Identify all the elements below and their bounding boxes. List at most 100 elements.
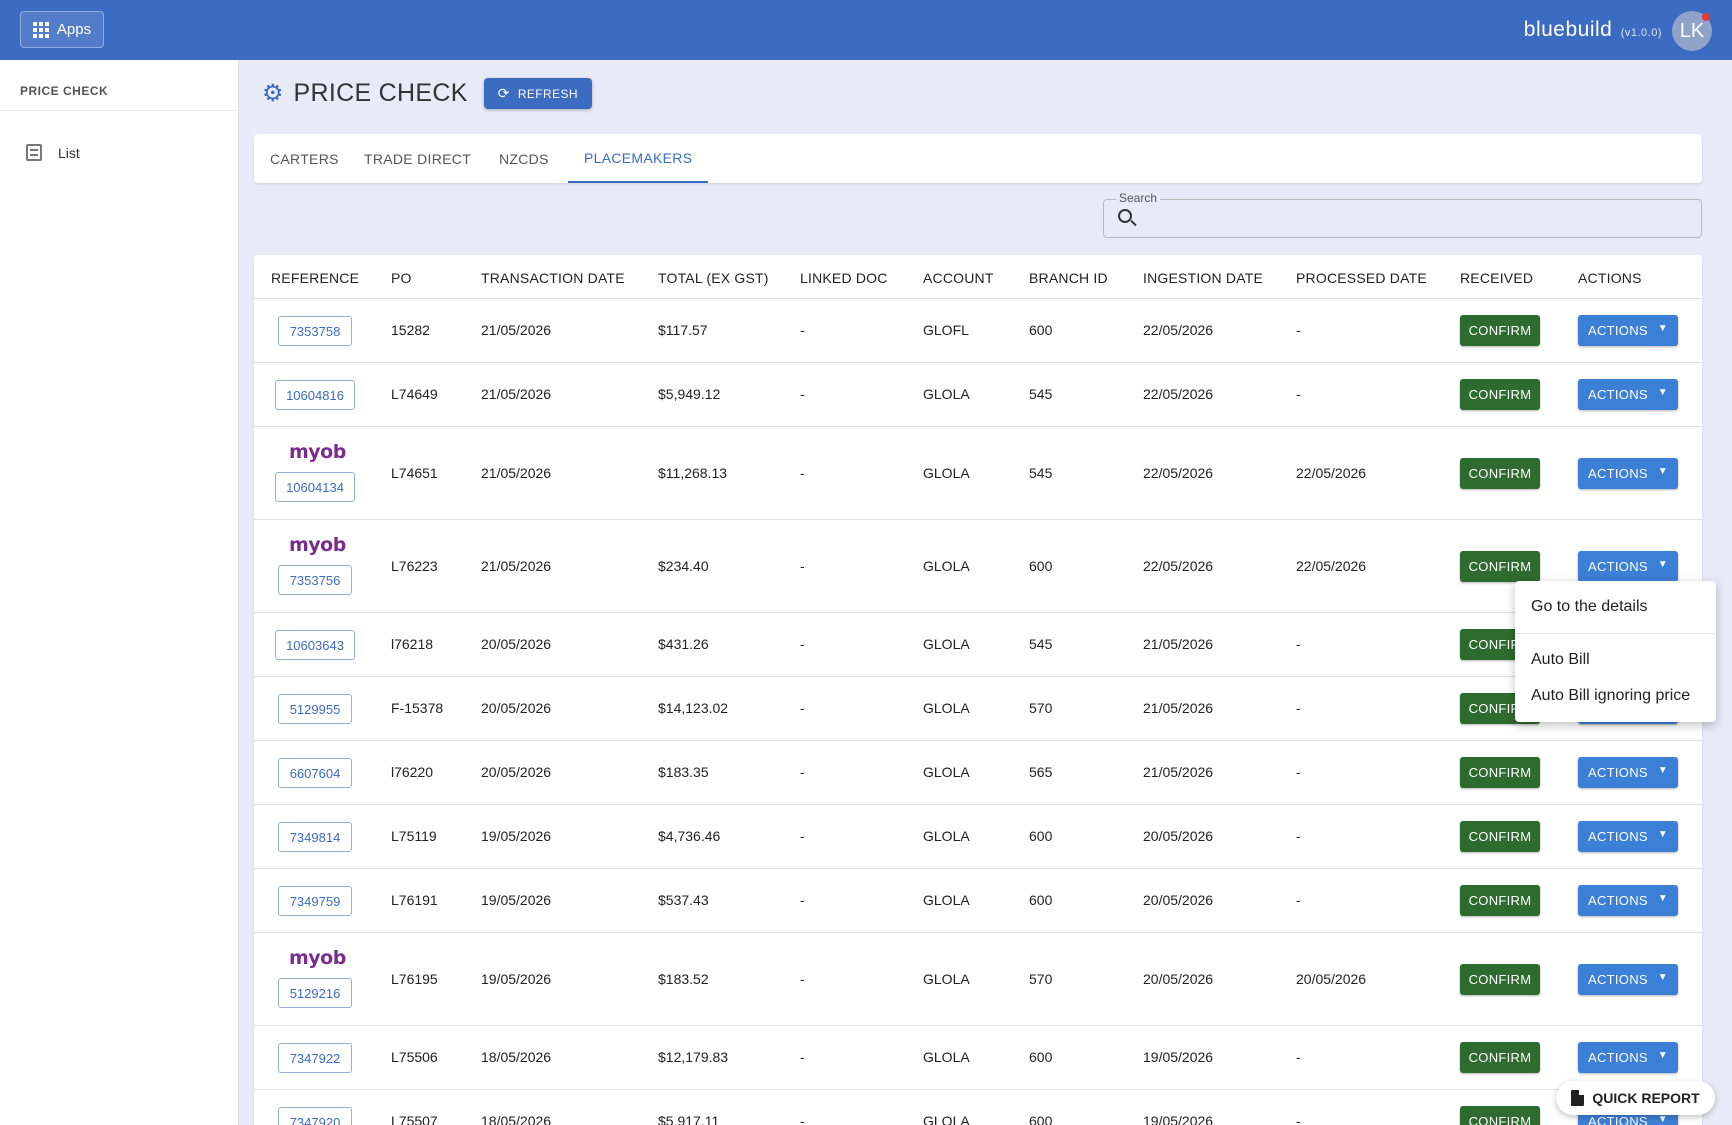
cell-tdate: 20/05/2026 [481,700,552,716]
sidebar-item-list[interactable]: List [26,144,80,161]
myob-logo: myob [289,947,346,969]
cell-linked: - [800,892,805,908]
cell-total: $14,123.02 [658,700,729,716]
transactions-table: REFERENCE PO TRANSACTION DATE TOTAL (EX … [254,255,1702,1125]
cell-pdate: 22/05/2026 [1296,557,1367,574]
confirm-button[interactable]: CONFIRM [1460,963,1540,995]
cell-tdate: 21/05/2026 [481,557,552,574]
actions-dropdown-button[interactable]: ACTIONS ▼ [1578,1042,1678,1073]
reference-link[interactable]: 7353756 [278,565,352,595]
reference-link[interactable]: 5129216 [278,978,352,1008]
actions-label: ACTIONS [1588,558,1648,574]
reference-link[interactable]: 5129955 [278,694,352,724]
quick-report-button[interactable]: QUICK REPORT [1556,1081,1715,1115]
confirm-button[interactable]: CONFIRM [1460,457,1540,489]
app-version: (v1.0.0) [1620,27,1662,39]
apps-label: Apps [56,21,92,38]
cell-total: $12,179.83 [658,1049,729,1065]
tab-carters[interactable]: CARTERS [270,150,339,167]
caret-down-icon: ▼ [1657,1050,1668,1061]
cell-total: $431.26 [658,636,709,652]
cell-linked: - [800,322,805,338]
confirm-button[interactable]: CONFIRM [1460,379,1540,410]
th-actions: ACTIONS [1578,270,1642,286]
th-ingestion-date: INGESTION DATE [1143,270,1263,286]
cell-tdate: 19/05/2026 [481,970,552,987]
cell-tdate: 20/05/2026 [481,636,552,652]
reference-link[interactable]: 7347922 [278,1043,352,1073]
caret-down-icon: ▼ [1657,465,1668,477]
apps-button[interactable]: Apps [20,11,104,48]
reference-link[interactable]: 6607604 [278,758,352,788]
cell-po: L76191 [391,892,438,908]
myob-logo: myob [289,534,346,556]
actions-label: ACTIONS [1588,829,1648,844]
search-field[interactable]: Search [1103,191,1702,238]
cell-account: GLOLA [923,700,970,716]
reference-link[interactable]: 10603643 [275,630,355,660]
reference-link[interactable]: 10604134 [275,472,355,502]
search-label: Search [1116,191,1161,205]
actions-dropdown-button[interactable]: ACTIONS ▼ [1578,550,1678,582]
sidebar: PRICE CHECK List [0,60,239,1125]
confirm-button[interactable]: CONFIRM [1460,757,1540,788]
reference-link[interactable]: 7353758 [278,316,352,346]
search-input[interactable] [1144,206,1684,232]
confirm-button[interactable]: CONFIRM [1460,821,1540,852]
th-linked-doc: LINKED DOC [800,270,888,286]
reference-link[interactable]: 7349759 [278,886,352,916]
sidebar-item-label: List [58,144,80,161]
reference-link[interactable]: 10604816 [275,380,355,410]
actions-dropdown-button[interactable]: ACTIONS ▼ [1578,315,1678,346]
actions-dropdown-button[interactable]: ACTIONS ▼ [1578,963,1678,995]
actions-dropdown-button[interactable]: ACTIONS ▼ [1578,821,1678,852]
refresh-button[interactable]: ⟳ REFRESH [483,78,592,109]
tab-nzcds[interactable]: NZCDS [499,150,549,167]
cell-linked: - [800,464,805,481]
cell-pdate: 22/05/2026 [1296,464,1367,481]
actions-dropdown-button[interactable]: ACTIONS ▼ [1578,379,1678,410]
caret-down-icon: ▼ [1657,893,1668,904]
cell-tdate: 21/05/2026 [481,386,552,402]
actions-dropdown-button[interactable]: ACTIONS ▼ [1578,885,1678,916]
confirm-button[interactable]: CONFIRM [1460,1106,1540,1125]
cell-branch: 545 [1029,386,1053,402]
menu-divider [1515,633,1716,634]
confirm-button[interactable]: CONFIRM [1460,1042,1540,1073]
cell-pdate: - [1296,1113,1301,1125]
caret-down-icon: ▼ [1657,829,1668,840]
cell-account: GLOLA [923,464,970,481]
cell-po: l76218 [391,636,434,652]
actions-label: ACTIONS [1588,893,1648,908]
cell-linked: - [800,764,805,780]
tab-trade-direct[interactable]: TRADE DIRECT [364,150,472,167]
cell-total: $4,736.46 [658,828,721,844]
user-avatar[interactable]: LK [1672,11,1712,51]
table-row: myob 7353756 L76223 21/05/2026 $234.40 - GLOLA… [254,520,1702,613]
confirm-button[interactable]: CONFIRM [1460,550,1540,582]
cell-account: GLOFL [923,322,969,338]
cell-account: GLOLA [923,970,970,987]
search-icon [1118,209,1132,223]
cell-branch: 600 [1029,557,1053,574]
reference-link[interactable]: 7347920 [278,1107,352,1125]
reference-link[interactable]: 7349814 [278,822,352,852]
actions-dropdown-button[interactable]: ACTIONS ▼ [1578,457,1678,489]
confirm-button[interactable]: CONFIRM [1460,315,1540,346]
actions-label: ACTIONS [1588,971,1648,987]
caret-down-icon: ▼ [1657,323,1668,334]
cell-tdate: 19/05/2026 [481,892,552,908]
th-branch-id: BRANCH ID [1029,270,1108,286]
tab-placemakers[interactable]: PLACEMAKERS [568,134,709,183]
cell-account: GLOLA [923,1049,970,1065]
menu-item-go-to-details[interactable]: Go to the details [1531,598,1648,615]
actions-label: ACTIONS [1588,765,1648,780]
table-header: REFERENCE PO TRANSACTION DATE TOTAL (EX … [254,255,1702,299]
menu-item-auto-bill[interactable]: Auto Bill [1531,651,1590,668]
cell-idate: 21/05/2026 [1143,764,1214,780]
menu-item-auto-bill-ignoring-price[interactable]: Auto Bill ignoring price [1531,687,1691,704]
actions-dropdown-button[interactable]: ACTIONS ▼ [1578,757,1678,788]
confirm-button[interactable]: CONFIRM [1460,885,1540,916]
actions-label: ACTIONS [1588,387,1648,402]
cell-account: GLOLA [923,828,970,844]
